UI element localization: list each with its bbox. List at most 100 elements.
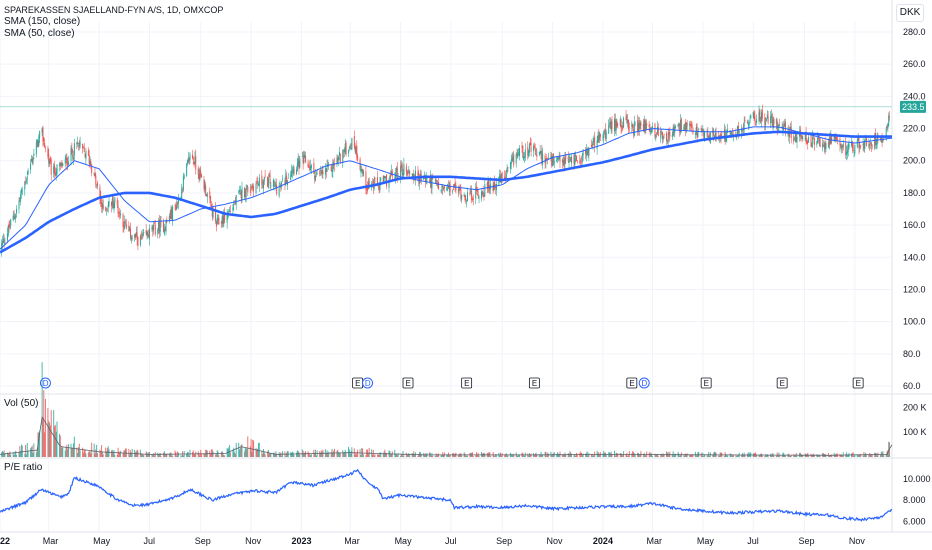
candle-body [594, 137, 596, 147]
volume-bar [651, 453, 653, 457]
volume-bar [262, 449, 264, 457]
volume-bar [634, 455, 636, 457]
volume-bar [188, 455, 190, 457]
volume-bar [333, 450, 335, 457]
candle-body [89, 160, 91, 165]
candle-body [412, 173, 414, 177]
candle-body [53, 165, 55, 174]
candle-body [209, 191, 211, 198]
candle-body [715, 133, 717, 138]
candle-body [310, 166, 312, 171]
symbol-title[interactable]: SPAREKASSEN SJAELLAND-FYN A/S, 1D, OMXCO… [4, 5, 224, 15]
volume-bar [556, 454, 558, 457]
candle-body [267, 176, 269, 187]
volume-bar [631, 453, 633, 457]
volume-bar [270, 453, 272, 457]
sma150-legend[interactable]: SMA (150, close) [4, 16, 81, 27]
candle-body [87, 150, 89, 156]
volume-bar [101, 445, 103, 457]
candle-body [761, 112, 763, 122]
price-tick-label: 80.0 [903, 349, 921, 359]
candle-body [839, 138, 841, 146]
candle-body [186, 160, 188, 164]
candle-body [256, 181, 258, 182]
pe-pane-label[interactable]: P/E ratio [4, 462, 43, 473]
volume-bar [813, 455, 815, 457]
volume-bar [108, 449, 110, 457]
candle-body [602, 136, 604, 138]
volume-bar [30, 447, 32, 457]
candle-body [528, 143, 530, 153]
volume-bar [726, 455, 728, 457]
candle-body [700, 128, 702, 131]
volume-bar [200, 449, 202, 457]
candle-body [668, 132, 670, 134]
candle-body [315, 173, 317, 174]
candle-body [244, 195, 246, 197]
volume-bar [125, 448, 127, 457]
candle-body [882, 140, 884, 142]
volume-bar [675, 454, 677, 457]
candle-body [220, 221, 222, 224]
candle-body [232, 207, 234, 211]
candle-body [83, 147, 85, 153]
volume-bar [533, 454, 535, 457]
candle-body [552, 156, 554, 166]
volume-bar [309, 454, 311, 457]
volume-bar [19, 445, 21, 457]
candle-body [287, 178, 289, 179]
currency-button[interactable]: DKK [896, 4, 924, 22]
candle-body [405, 166, 407, 173]
volume-bar [714, 451, 716, 457]
volume-bar [47, 407, 49, 457]
volume-bar [766, 454, 768, 457]
candle-body [252, 185, 254, 187]
candle-body [701, 129, 703, 132]
candle-body [810, 136, 812, 147]
candle-body [501, 172, 503, 178]
candle-body [773, 118, 775, 125]
candle-body [795, 132, 797, 141]
volume-bar [90, 453, 92, 457]
sma50-legend[interactable]: SMA (50, close) [4, 28, 75, 39]
candle-body [771, 114, 773, 127]
volume-bar [25, 454, 27, 457]
candle-body [690, 123, 692, 128]
candle-body [44, 147, 46, 149]
volume-bar [400, 453, 402, 457]
volume-bar [744, 454, 746, 457]
time-tick-label: Mar [43, 536, 59, 546]
candle-body [789, 131, 791, 138]
candle-body [558, 157, 560, 160]
volume-bar [816, 454, 818, 457]
volume-bar [70, 443, 72, 457]
volume-bar [355, 454, 357, 457]
candle-body [689, 123, 691, 127]
candle-body [460, 189, 462, 199]
volume-bar [187, 452, 189, 457]
candle-body [305, 155, 307, 163]
volume-bar [637, 453, 639, 457]
volume-bar [85, 453, 87, 457]
candle-body [267, 177, 269, 189]
candle-body [660, 130, 662, 139]
candle-body [48, 154, 50, 164]
candle-body [211, 207, 213, 217]
candle-body [170, 208, 172, 219]
volume-bar [194, 454, 196, 457]
volume-bar [170, 452, 172, 457]
volume-pane-label[interactable]: Vol (50) [4, 398, 39, 409]
earnings-marker-label: E [780, 379, 785, 388]
candle-body [856, 139, 858, 148]
volume-bar [6, 452, 8, 457]
candle-body [82, 147, 84, 149]
volume-bar [361, 448, 363, 457]
volume-bar [557, 453, 559, 457]
volume-bar [229, 452, 231, 457]
volume-bar [113, 450, 115, 457]
candle-body [871, 145, 873, 147]
candle-body [143, 231, 145, 234]
volume-bar [729, 453, 731, 457]
candle-body [76, 142, 78, 144]
volume-bar [199, 455, 201, 457]
